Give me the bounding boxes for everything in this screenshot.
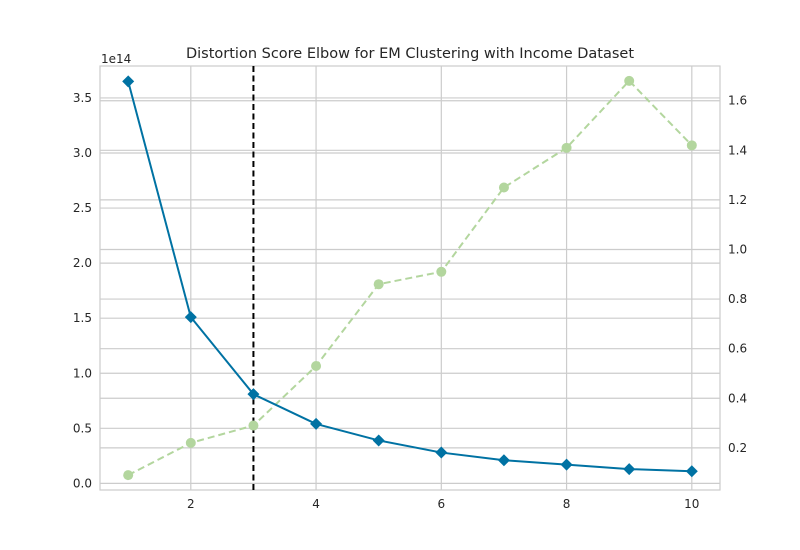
x-tick-label: 6 bbox=[437, 497, 445, 511]
y-right-tick-label: 1.6 bbox=[728, 94, 747, 108]
y-left-tick-label: 2.5 bbox=[73, 201, 92, 215]
distortion-point bbox=[372, 434, 385, 447]
fit-time-point bbox=[624, 75, 635, 86]
y-left-tick-label: 1.5 bbox=[73, 311, 92, 325]
y-right-tick-label: 1.4 bbox=[728, 143, 747, 157]
y-offset-label: 1e14 bbox=[101, 52, 131, 66]
x-tick-label: 8 bbox=[563, 497, 571, 511]
distortion-series-line bbox=[127, 81, 692, 473]
distortion-point bbox=[685, 465, 698, 478]
fit-time-point bbox=[248, 420, 259, 431]
x-tick-label: 2 bbox=[187, 497, 195, 511]
x-tick-label: 4 bbox=[312, 497, 320, 511]
chart-title: Distortion Score Elbow for EM Clustering… bbox=[186, 46, 634, 62]
y-left-tick-label: 3.0 bbox=[73, 146, 92, 160]
y-right-tick-label: 0.8 bbox=[728, 292, 747, 306]
fit-time-series-line bbox=[127, 79, 693, 477]
tick-labels: 2 4 6 8 10 0.0 0.5 1.0 1.5 2.0 2.5 3.0 3.5 0.2 0.4 0.6 0… bbox=[73, 91, 747, 511]
distortion-point bbox=[184, 311, 197, 324]
series-layer bbox=[122, 75, 698, 481]
x-tick-label: 10 bbox=[684, 497, 699, 511]
distortion-point bbox=[435, 446, 448, 459]
y-right-tick-label: 0.6 bbox=[728, 342, 747, 356]
y-right-tick-label: 1.0 bbox=[728, 242, 747, 256]
y-right-tick-label: 1.2 bbox=[728, 193, 747, 207]
fit-time-point bbox=[436, 266, 447, 277]
y-left-tick-label: 1.0 bbox=[73, 366, 92, 380]
fit-time-point bbox=[686, 140, 697, 151]
distortion-point bbox=[247, 388, 260, 401]
distortion-point bbox=[623, 463, 636, 476]
distortion-point bbox=[122, 75, 135, 88]
fit-time-point bbox=[123, 470, 134, 481]
y-left-tick-label: 0.5 bbox=[73, 421, 92, 435]
grid-lines bbox=[100, 66, 720, 490]
fit-time-point bbox=[498, 182, 509, 193]
fit-time-point bbox=[373, 279, 384, 290]
distortion-point bbox=[560, 458, 573, 471]
plot-frame bbox=[99, 65, 721, 491]
fit-time-point bbox=[311, 361, 322, 372]
y-left-tick-label: 0.0 bbox=[73, 476, 92, 490]
fit-time-point bbox=[185, 437, 196, 448]
y-left-tick-label: 3.5 bbox=[73, 91, 92, 105]
y-right-tick-label: 0.2 bbox=[728, 441, 747, 455]
fit-time-point bbox=[561, 142, 572, 153]
distortion-point bbox=[497, 454, 510, 467]
y-left-tick-label: 2.0 bbox=[73, 256, 92, 270]
distortion-point bbox=[310, 417, 323, 430]
y-right-tick-label: 0.4 bbox=[728, 391, 747, 405]
